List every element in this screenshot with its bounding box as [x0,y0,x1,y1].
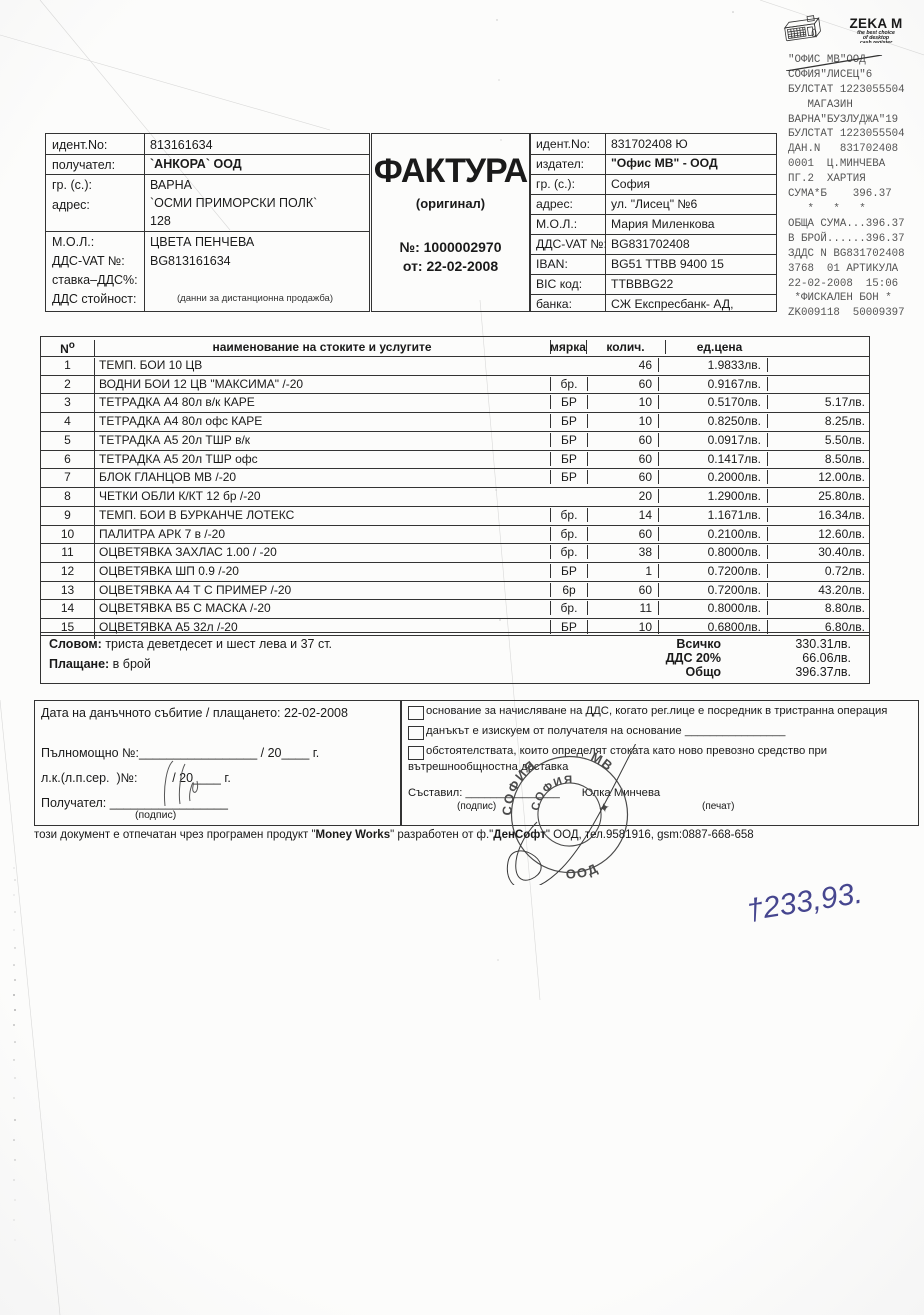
svg-text:†233,93.: †233,93. [744,877,865,928]
svg-text:ООД: ООД [563,859,602,884]
svg-text:ZEKA M: ZEKA M [849,16,902,31]
svg-text:cash register: cash register [860,40,893,43]
svg-text:СОФИЯ: СОФИЯ [524,773,579,815]
svg-text:МВ: МВ [586,745,618,777]
